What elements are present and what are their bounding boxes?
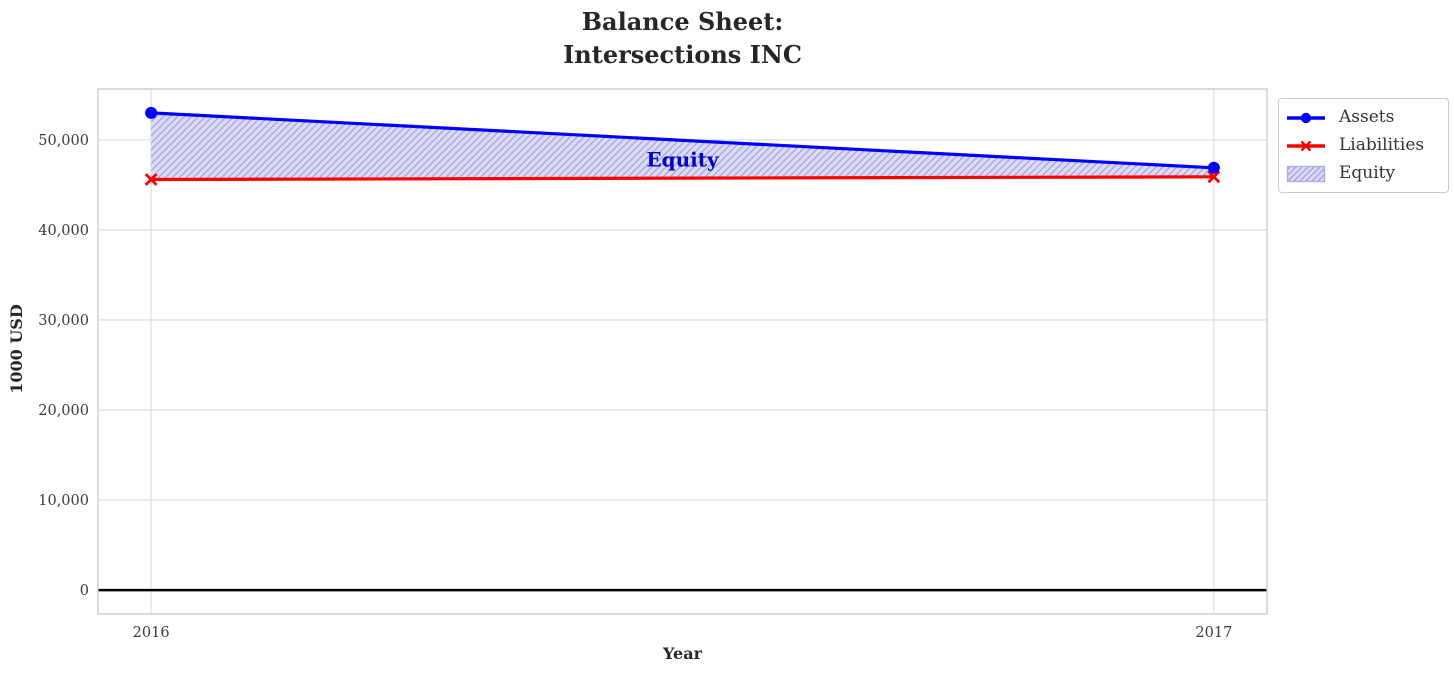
equity-annotation: Equity [646, 148, 720, 172]
chart-title-line1: Balance Sheet: [581, 7, 784, 36]
legend: Assets Liabilities Equity [1278, 98, 1449, 193]
chart-title-line2: Intersections INC [563, 40, 802, 69]
assets-line-swatch [1287, 112, 1325, 123]
assets-marker [1207, 161, 1220, 174]
liabilities-line [151, 175, 1214, 182]
x-tick-label: 2016 [133, 625, 170, 641]
y-tick-label: 50,000 [38, 133, 89, 149]
equity-fill-area [151, 112, 1214, 180]
equity-hatch-swatch [1286, 165, 1326, 182]
liabilities-marker [1207, 170, 1221, 184]
legend-item-liabilities: Liabilities [1286, 135, 1442, 156]
x-tick-label: 2017 [1195, 625, 1232, 641]
y-tick-label: 30,000 [38, 313, 89, 329]
y-tick-label: 40,000 [38, 223, 89, 239]
y-tick-label: 0 [80, 583, 89, 599]
chart-title: Balance Sheet: Intersections INC [98, 5, 1267, 71]
assets-line [151, 111, 1214, 170]
legend-label-equity: Equity [1339, 163, 1396, 183]
legend-label-liabilities: Liabilities [1339, 135, 1425, 155]
plot-spines [97, 88, 1268, 615]
y-axis-label: 1000 USD [7, 304, 26, 394]
liabilities-marker [144, 173, 158, 186]
liabilities-line-swatch [1287, 140, 1325, 151]
legend-item-equity: Equity [1286, 163, 1442, 184]
assets-marker [145, 106, 158, 119]
x-axis-label: Year [662, 644, 702, 663]
legend-label-assets: Assets [1339, 107, 1395, 127]
y-tick-label: 10,000 [38, 493, 89, 509]
legend-item-assets: Assets [1286, 107, 1442, 128]
y-tick-label: 20,000 [38, 403, 89, 419]
